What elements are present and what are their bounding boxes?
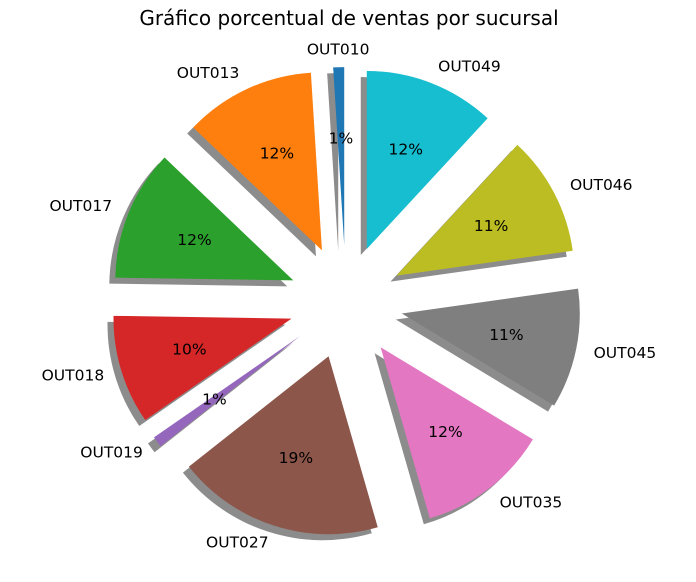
chart-title: Gráfico porcentual de ventas por sucursa… (139, 6, 558, 30)
pct-label-out017: 12% (177, 231, 211, 249)
pct-label-out046: 11% (474, 217, 508, 235)
category-label-out010: OUT010 (307, 40, 370, 58)
pct-label-out019: 1% (202, 390, 227, 408)
slice-out017 (115, 157, 294, 281)
category-label-out049: OUT049 (438, 58, 501, 76)
slice-out013 (193, 72, 322, 251)
pct-label-out035: 12% (428, 423, 462, 441)
category-label-out027: OUT027 (206, 534, 269, 552)
slice-labels: 1% OUT010 12% OUT013 12% OUT017 10% OUT018 1% OUT… (42, 40, 657, 551)
pct-label-out027: 19% (279, 449, 313, 467)
category-label-out035: OUT035 (500, 494, 563, 512)
pct-label-out049: 12% (388, 141, 422, 159)
category-label-out013: OUT013 (177, 64, 240, 82)
category-label-out045: OUT045 (594, 344, 657, 362)
slice-shadow-out010 (327, 73, 339, 252)
slice-out018 (113, 315, 292, 421)
slice-out027 (188, 356, 378, 535)
category-label-out046: OUT046 (570, 176, 633, 194)
slice-out019 (153, 335, 301, 447)
category-label-out018: OUT018 (42, 367, 105, 385)
pct-label-out045: 11% (489, 326, 523, 344)
slice-out010 (333, 67, 345, 246)
slice-out049 (366, 70, 488, 249)
pie-slices (113, 67, 580, 535)
slice-out035 (380, 347, 533, 519)
pct-label-out018: 10% (172, 341, 206, 359)
category-label-out017: OUT017 (49, 197, 112, 215)
pct-label-out010: 1% (329, 129, 354, 147)
slice-out045 (401, 288, 580, 406)
category-label-out019: OUT019 (80, 443, 143, 461)
pct-label-out013: 12% (260, 145, 294, 163)
slice-out046 (396, 144, 573, 276)
